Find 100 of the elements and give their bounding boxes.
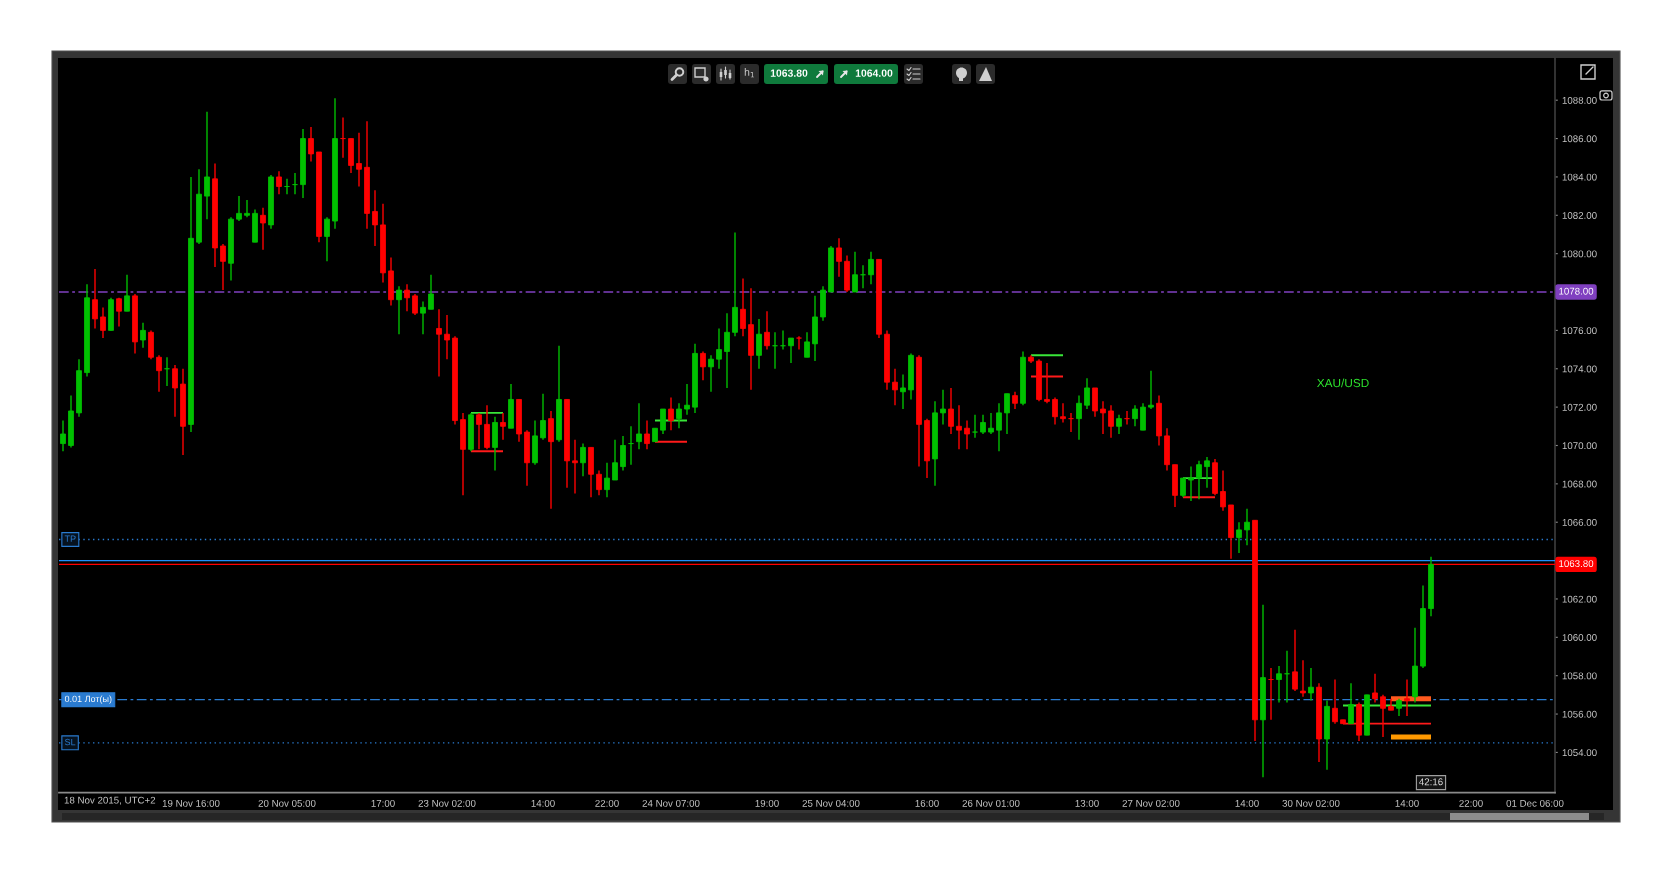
candlestick bbox=[1348, 682, 1354, 725]
candlestick bbox=[708, 354, 714, 393]
candlestick bbox=[1236, 521, 1242, 554]
candlestick bbox=[612, 439, 618, 481]
candlestick bbox=[204, 111, 210, 220]
candlestick bbox=[412, 293, 418, 316]
x-tick-label: 17:00 bbox=[371, 799, 395, 807]
candlestick bbox=[1300, 659, 1306, 698]
candlestick bbox=[396, 285, 402, 335]
candlestick bbox=[596, 469, 602, 497]
y-tick-label: 1068.00 bbox=[1562, 480, 1597, 488]
candlestick bbox=[540, 393, 546, 441]
annotation: XAU/USD bbox=[1317, 378, 1369, 388]
candlestick bbox=[116, 297, 122, 328]
candlestick bbox=[740, 277, 746, 337]
candlestick bbox=[1148, 369, 1154, 410]
y-tick-label: 1058.00 bbox=[1562, 672, 1597, 680]
candlestick bbox=[1308, 667, 1314, 702]
candlestick bbox=[1180, 477, 1186, 498]
candlestick bbox=[220, 243, 226, 291]
candlestick bbox=[156, 354, 162, 393]
candlestick bbox=[308, 126, 314, 163]
annotation: 1064.00 bbox=[855, 69, 893, 77]
candlestick bbox=[260, 206, 266, 251]
candlestick bbox=[1100, 400, 1106, 435]
x-tick-label: 22:00 bbox=[1459, 799, 1483, 807]
x-tick-label: 13:00 bbox=[1075, 799, 1099, 807]
candlestick bbox=[764, 310, 770, 351]
candlestick bbox=[124, 274, 130, 312]
candlestick bbox=[1196, 460, 1202, 500]
candlestick bbox=[972, 414, 978, 439]
candlestick bbox=[1276, 665, 1282, 704]
candlestick bbox=[724, 312, 730, 389]
candlestick bbox=[668, 396, 674, 431]
x-tick-label: 19:00 bbox=[755, 799, 779, 807]
candlestick bbox=[892, 368, 898, 406]
x-tick-label: 14:00 bbox=[531, 799, 555, 807]
candlestick bbox=[436, 308, 442, 378]
x-tick-label: 27 Nov 02:00 bbox=[1122, 799, 1180, 807]
candlestick bbox=[1116, 414, 1122, 435]
candlestick bbox=[852, 251, 858, 293]
candlestick bbox=[676, 402, 682, 429]
candlestick bbox=[1372, 673, 1378, 704]
candlestick bbox=[716, 327, 722, 370]
candlestick bbox=[1076, 394, 1082, 441]
candlestick bbox=[948, 387, 954, 435]
candlestick bbox=[1188, 465, 1194, 502]
candlestick bbox=[548, 410, 554, 510]
candlestick bbox=[1140, 402, 1146, 431]
candlestick bbox=[868, 251, 874, 286]
ref-line-label: SL bbox=[64, 738, 76, 746]
candlestick bbox=[580, 442, 586, 477]
x-tick-label: 25 Nov 04:00 bbox=[802, 799, 860, 807]
candlestick bbox=[660, 408, 666, 435]
candlestick bbox=[236, 195, 242, 222]
candlestick bbox=[476, 412, 482, 451]
y-tick-label: 1072.00 bbox=[1562, 403, 1597, 411]
candlestick bbox=[444, 314, 450, 360]
candlestick bbox=[484, 404, 490, 451]
y-tick-label: 1066.00 bbox=[1562, 518, 1597, 526]
candlestick bbox=[324, 216, 330, 263]
candlestick bbox=[172, 364, 178, 418]
y-tick-label: 1056.00 bbox=[1562, 710, 1597, 718]
candlestick bbox=[1332, 678, 1338, 725]
x-tick-label: 01 Dec 06:00 bbox=[1506, 799, 1564, 807]
candlestick bbox=[1084, 377, 1090, 410]
y-tick-label: 1070.00 bbox=[1562, 442, 1597, 450]
candlestick bbox=[244, 199, 250, 218]
y-tick-label: 1084.00 bbox=[1562, 173, 1597, 181]
candlestick bbox=[964, 419, 970, 451]
candlestick bbox=[140, 322, 146, 349]
annotation: h$_{1}$ bbox=[744, 68, 754, 78]
candlestick bbox=[100, 306, 106, 339]
candlestick bbox=[500, 412, 506, 441]
ref-line-label: 1078.00 bbox=[1559, 287, 1594, 295]
candlestick bbox=[604, 462, 610, 498]
x-tick-label: 26 Nov 01:00 bbox=[962, 799, 1020, 807]
candlestick bbox=[756, 318, 762, 370]
candlestick bbox=[92, 268, 98, 330]
candlestick bbox=[988, 412, 994, 435]
x-tick-label: 23 Nov 02:00 bbox=[418, 799, 476, 807]
candlestick bbox=[372, 189, 378, 247]
candlestick bbox=[804, 331, 810, 358]
candlestick bbox=[428, 274, 434, 310]
y-tick-label: 1074.00 bbox=[1562, 365, 1597, 373]
candlestick bbox=[1404, 678, 1410, 717]
annotation: 1063.80 bbox=[770, 69, 808, 77]
x-tick-label: 16:00 bbox=[915, 799, 939, 807]
candlestick bbox=[684, 383, 690, 416]
candlestick bbox=[1220, 469, 1226, 512]
candlestick bbox=[836, 237, 842, 278]
y-tick-label: 1054.00 bbox=[1562, 749, 1597, 757]
ref-line-label: 0.01 Лот(ы) bbox=[64, 695, 112, 704]
x-tick-label: 24 Nov 07:00 bbox=[642, 799, 700, 807]
y-tick-label: 1088.00 bbox=[1562, 96, 1597, 104]
candlestick bbox=[276, 170, 282, 195]
y-tick-label: 1060.00 bbox=[1562, 634, 1597, 641]
candlestick bbox=[1044, 362, 1050, 404]
candlestick bbox=[1092, 387, 1098, 418]
candlestick bbox=[700, 350, 706, 381]
